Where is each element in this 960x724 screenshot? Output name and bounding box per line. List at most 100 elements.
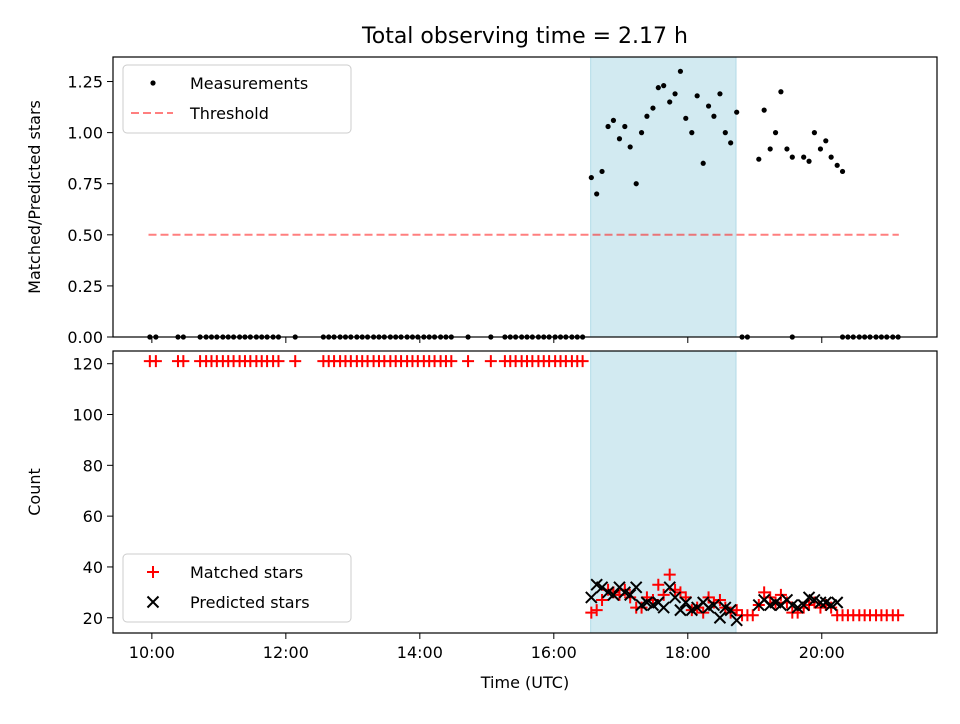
- predicted-star-point: [668, 591, 682, 604]
- predicted-star-point: [814, 596, 827, 609]
- measurement-point: [823, 138, 829, 144]
- y-tick-label: 80: [83, 456, 103, 475]
- matched-star-point: [797, 601, 810, 614]
- predicted-star-point: [730, 614, 743, 627]
- predicted-star-point: [657, 601, 670, 614]
- measurement-point: [667, 99, 673, 105]
- predicted-star-point: [674, 603, 687, 617]
- top-y-axis-label: Matched/Predicted stars: [25, 100, 44, 294]
- matched-star-point: [272, 355, 285, 368]
- matched-star-point: [713, 593, 726, 606]
- measurement-point: [801, 154, 807, 160]
- x-tick-label: 16:00: [531, 643, 577, 662]
- measurement-point: [761, 107, 767, 113]
- matched-star-point: [576, 355, 589, 368]
- measurement-point: [689, 130, 695, 136]
- bottom-legend: [122, 553, 352, 623]
- top-observing-span: [590, 56, 737, 338]
- measurement-point: [734, 109, 740, 115]
- measurement-point: [633, 181, 639, 187]
- y-tick-label: 120: [72, 355, 103, 374]
- matched-star-point: [585, 606, 598, 619]
- x-tick-label: 20:00: [799, 643, 845, 662]
- matched-star-point: [149, 355, 162, 368]
- measurement-point: [767, 146, 773, 152]
- y-tick-label: 0.00: [67, 328, 103, 347]
- predicted-star-point: [607, 588, 620, 602]
- matched-star-point: [177, 355, 190, 368]
- matched-star-point: [289, 355, 302, 368]
- measurement-point: [622, 123, 628, 130]
- x-tick-label: 14:00: [397, 643, 443, 662]
- matched-star-point: [730, 604, 743, 617]
- matched-star-point: [445, 355, 458, 368]
- measurement-point: [594, 191, 600, 197]
- matched-star-point: [774, 588, 787, 601]
- measurement-point: [817, 146, 824, 152]
- predicted-star-point: [830, 596, 844, 609]
- y-tick-label: 0.50: [67, 226, 103, 245]
- x-axis-label: Time (UTC): [480, 673, 569, 692]
- measurement-point: [789, 154, 795, 160]
- legend-label: Measurements: [190, 74, 308, 93]
- matched-star-point: [484, 355, 497, 368]
- measurement-point: [644, 113, 650, 119]
- matched-star-point: [596, 593, 609, 606]
- x-tick-label: 12:00: [263, 643, 309, 662]
- measurement-point: [677, 68, 684, 74]
- measurement-point: [672, 91, 678, 97]
- predicted-star-point: [679, 596, 692, 609]
- measurement-point: [683, 115, 689, 121]
- measurement-point: [638, 130, 645, 136]
- measurement-point: [834, 162, 840, 168]
- measurement-point: [599, 168, 605, 175]
- bottom-observing-span: [590, 350, 737, 634]
- measurement-point: [839, 168, 846, 175]
- measurement-point: [627, 144, 633, 150]
- measurement-point: [588, 174, 594, 181]
- y-tick-label: 100: [72, 406, 103, 425]
- measurement-point: [616, 136, 623, 142]
- measurement-point: [778, 89, 784, 95]
- measurement-point: [694, 93, 700, 99]
- y-tick-label: 60: [83, 507, 103, 526]
- predicted-star-point: [724, 603, 737, 617]
- measurement-point: [784, 146, 790, 152]
- matched-star-point: [758, 586, 771, 599]
- measurement-point: [705, 103, 712, 109]
- matched-star-point: [892, 609, 905, 622]
- predicted-star-point: [629, 581, 643, 594]
- measurement-point: [605, 123, 611, 130]
- measurement-point: [711, 113, 717, 119]
- top-legend: [122, 64, 352, 134]
- predicted-star-point: [797, 598, 810, 612]
- legend-label: Predicted stars: [190, 593, 310, 612]
- predicted-star-point: [585, 591, 598, 604]
- measurement-point: [828, 154, 834, 160]
- y-tick-label: 1.25: [67, 73, 103, 92]
- measurement-point: [806, 158, 812, 164]
- measurement-point: [772, 130, 779, 136]
- measurement-point: [756, 156, 762, 162]
- predicted-star-point: [707, 598, 721, 612]
- measurement-point: [661, 83, 667, 89]
- top-panel: 0.00 0.25 0.50 0.75 1.00 1.25 Matched/Predicte…: [25, 56, 938, 347]
- bottom-axes-frame: [112, 350, 938, 634]
- legend-label: Matched stars: [190, 563, 303, 582]
- y-tick-label: 40: [83, 558, 103, 577]
- measurement-point: [610, 117, 617, 123]
- matched-star-point: [657, 588, 670, 601]
- measurement-point: [728, 140, 734, 146]
- measurement-point: [655, 85, 661, 91]
- legend-matched-marker: [147, 566, 159, 578]
- top-axes-frame: [112, 56, 938, 338]
- measurement-point: [700, 160, 706, 166]
- legend-measurements-marker: [150, 80, 156, 86]
- predicted-star-point: [663, 581, 676, 594]
- chart-title: Total observing time = 2.17 h: [361, 24, 688, 49]
- measurement-point: [722, 130, 728, 136]
- measurement-point: [717, 91, 723, 97]
- matched-star-point: [663, 568, 676, 581]
- matched-star-point: [746, 609, 759, 622]
- matched-star-point: [590, 604, 603, 617]
